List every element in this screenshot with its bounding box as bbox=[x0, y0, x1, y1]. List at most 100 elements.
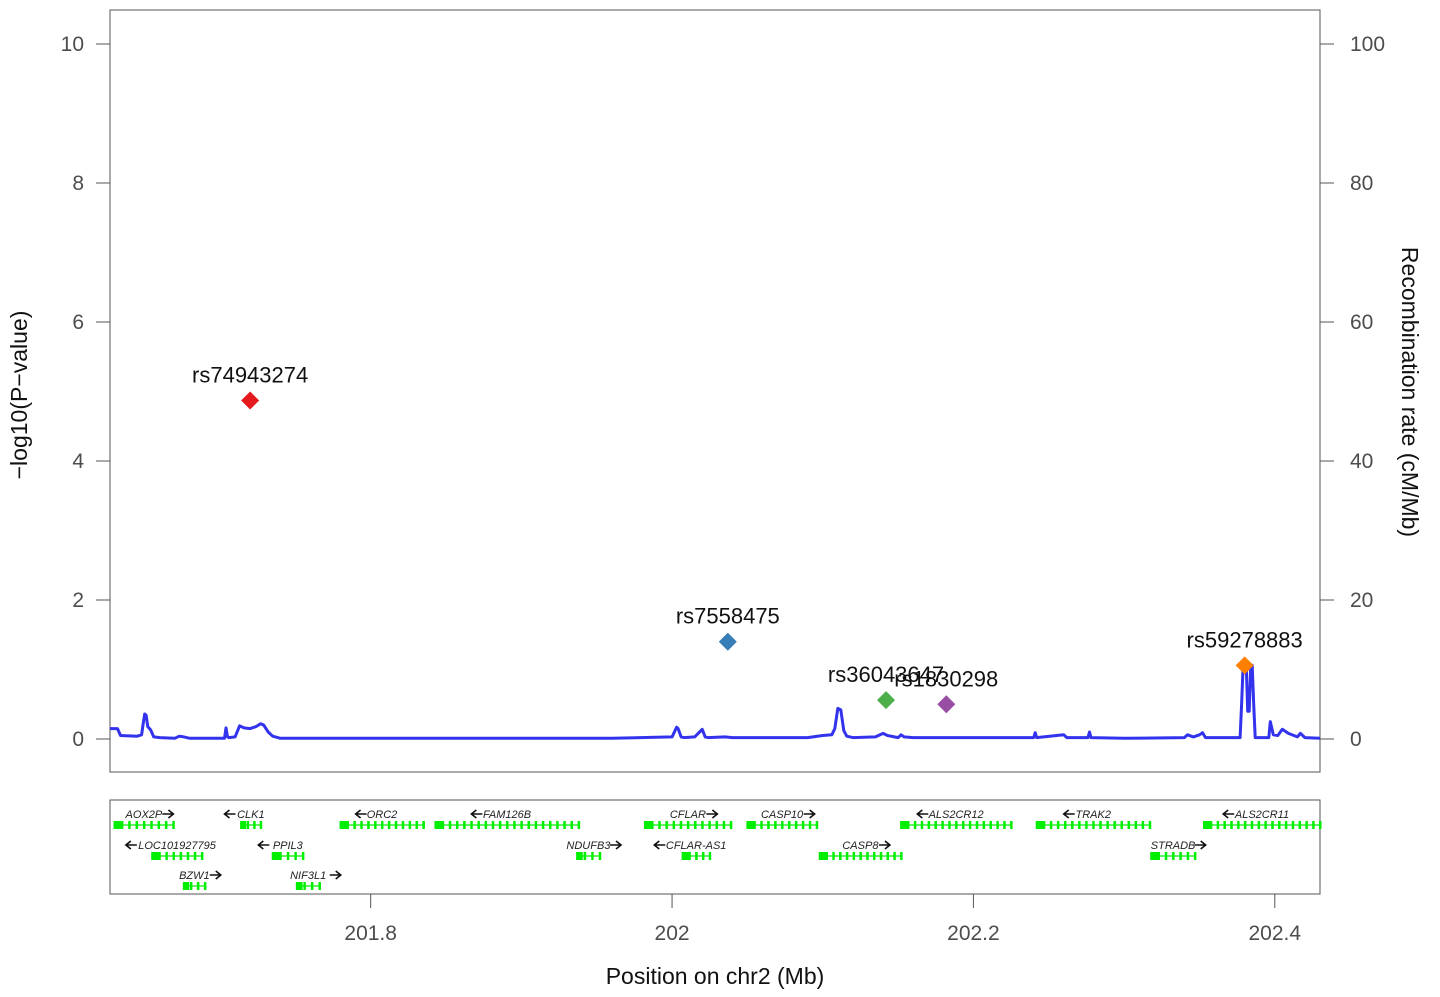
gene-exon bbox=[189, 882, 193, 890]
gene-exon bbox=[534, 821, 538, 829]
gene-label: AOX2P bbox=[125, 809, 163, 821]
gene-exon bbox=[172, 852, 176, 860]
gene-exon bbox=[708, 821, 711, 829]
gene-exon bbox=[1071, 821, 1074, 829]
gene-label: CFLAR-AS1 bbox=[666, 840, 727, 852]
gene-exon bbox=[401, 821, 405, 829]
gene-exon bbox=[774, 821, 777, 829]
gene: STRADB bbox=[1150, 840, 1207, 860]
gene: ALS2CR11 bbox=[1202, 809, 1322, 829]
gene-exon bbox=[715, 821, 719, 829]
main-plot-frame bbox=[109, 9, 1321, 773]
gene-exon bbox=[1164, 852, 1168, 860]
gene-exon bbox=[1036, 821, 1045, 829]
gene: FAM126B bbox=[434, 809, 581, 829]
gene-exon bbox=[686, 821, 690, 829]
gene-exon bbox=[142, 821, 146, 829]
gene-exon bbox=[934, 821, 937, 829]
strand-arrow-icon bbox=[1221, 809, 1235, 819]
gene-exon bbox=[1230, 821, 1233, 829]
strand-arrow-icon bbox=[610, 840, 623, 850]
gene-exon bbox=[272, 852, 281, 860]
gene-exon bbox=[787, 821, 791, 829]
gene-label: LOC101927795 bbox=[138, 840, 217, 852]
gene-exon bbox=[583, 852, 587, 860]
gene-exon bbox=[435, 821, 444, 829]
gene-exon bbox=[294, 852, 297, 860]
gene-exon bbox=[893, 852, 896, 860]
gene-exon bbox=[1257, 821, 1261, 829]
gene-exon bbox=[794, 821, 798, 829]
gene-exon bbox=[859, 852, 862, 860]
gene-exon bbox=[901, 821, 910, 829]
snp-label: rs7558475 bbox=[676, 604, 780, 629]
gene-exon bbox=[1141, 821, 1145, 829]
gene-exon bbox=[694, 821, 697, 829]
gene-exon bbox=[470, 821, 473, 829]
gene-label: PPIL3 bbox=[273, 840, 304, 852]
snp-point bbox=[877, 691, 896, 710]
gene-exon bbox=[1186, 852, 1190, 860]
gene-label: NDUFB3 bbox=[566, 840, 611, 852]
y-tick-label-left: 10 bbox=[61, 33, 84, 56]
gene-exon bbox=[549, 821, 552, 829]
gene-exon bbox=[556, 821, 559, 829]
gene-exon bbox=[1291, 821, 1295, 829]
snp-point bbox=[718, 632, 737, 651]
strand-arrow-icon bbox=[354, 809, 367, 819]
gene-exon bbox=[913, 821, 917, 829]
snp-label: rs36043647 bbox=[828, 662, 944, 687]
gene-exon bbox=[872, 852, 876, 860]
gene-exon bbox=[644, 821, 653, 829]
gene-exon bbox=[128, 821, 131, 829]
gene: BZW1 bbox=[179, 870, 223, 890]
strand-arrow-icon bbox=[916, 809, 929, 819]
gene-exon bbox=[1113, 821, 1116, 829]
gene: CASP8 bbox=[818, 840, 903, 860]
y-tick-label-right: 80 bbox=[1350, 172, 1373, 195]
gene-label: CASP10 bbox=[761, 809, 804, 821]
gene-exon bbox=[1134, 821, 1138, 829]
gene-label: BZW1 bbox=[179, 870, 210, 882]
gene: ALS2CR12 bbox=[900, 809, 1013, 829]
gene-exon bbox=[920, 821, 924, 829]
gene-exon bbox=[172, 821, 175, 829]
y-tick-label-left: 6 bbox=[72, 311, 84, 334]
strand-arrow-icon bbox=[223, 809, 236, 819]
gene-exon bbox=[253, 821, 256, 829]
gene: TRAK2 bbox=[1035, 809, 1152, 829]
y-tick-label-left: 2 bbox=[72, 589, 84, 612]
gene-exon bbox=[598, 852, 602, 860]
strand-arrow-icon bbox=[1194, 840, 1207, 850]
gene-exon bbox=[1203, 821, 1212, 829]
gene: PPIL3 bbox=[257, 840, 305, 860]
gene-exon bbox=[695, 852, 698, 860]
y-axis-title-left: −log10(P−value) bbox=[6, 311, 32, 480]
gene-exon bbox=[1284, 821, 1288, 829]
gene-exon bbox=[1010, 821, 1013, 829]
gene-exon bbox=[259, 821, 263, 829]
gene-label: TRAK2 bbox=[1075, 809, 1110, 821]
gene-exon bbox=[1250, 821, 1254, 829]
gene-exon bbox=[1278, 821, 1281, 829]
gene-exon bbox=[246, 821, 250, 829]
gene-exon bbox=[1120, 821, 1123, 829]
gene-label: ALS2CR11 bbox=[1234, 809, 1289, 821]
gene-exon bbox=[815, 821, 819, 829]
gene-exon bbox=[722, 821, 726, 829]
gene-exon bbox=[747, 821, 756, 829]
x-axis-title: Position on chr2 (Mb) bbox=[606, 963, 825, 989]
gene-exon bbox=[1078, 821, 1081, 829]
gene-exon bbox=[541, 821, 545, 829]
gene-exon bbox=[688, 852, 691, 860]
gene-exon bbox=[808, 821, 812, 829]
gene-exon bbox=[1179, 852, 1182, 860]
gene-exon bbox=[520, 821, 523, 829]
strand-arrow-icon bbox=[652, 840, 666, 850]
gene-exon bbox=[819, 852, 828, 860]
gene-exon bbox=[801, 821, 805, 829]
gene-exon bbox=[186, 852, 190, 860]
gene-exon bbox=[1319, 821, 1322, 829]
gene-exon bbox=[1264, 821, 1267, 829]
